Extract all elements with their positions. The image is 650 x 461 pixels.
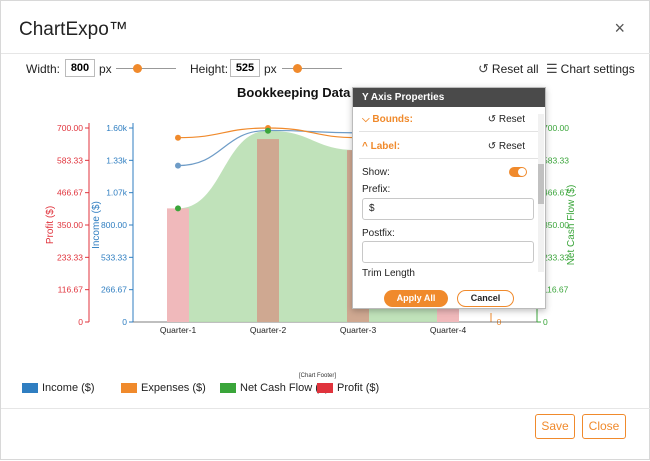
legend-label: Income ($) xyxy=(42,382,95,394)
bounds-reset-label: Reset xyxy=(498,114,525,125)
scrollbar-thumb[interactable] xyxy=(538,164,544,204)
settings-sliders-icon: ☰ xyxy=(546,61,558,76)
net_cash_flow-tick-label: 0 xyxy=(543,317,548,327)
panel-scrollbar[interactable] xyxy=(538,114,544,272)
divider xyxy=(359,158,539,159)
divider xyxy=(359,131,539,132)
label-section[interactable]: ^ Label: xyxy=(362,141,400,152)
divider xyxy=(1,408,650,409)
postfix-label: Postfix: xyxy=(362,228,395,239)
legend-item-profit[interactable]: Profit ($) xyxy=(317,382,379,394)
width-slider[interactable] xyxy=(116,68,176,69)
data-point xyxy=(175,162,181,169)
net_cash_flow-tick-label: 116.67 xyxy=(543,285,569,295)
legend-item-expenses[interactable]: Expenses ($) xyxy=(121,382,206,394)
width-slider-knob[interactable] xyxy=(133,64,142,73)
legend-swatch xyxy=(22,383,38,393)
save-button[interactable]: Save xyxy=(535,414,575,439)
prefix-input[interactable]: $ xyxy=(362,198,534,220)
label-reset-label: Reset xyxy=(498,141,525,152)
trim-length-label: Trim Length xyxy=(362,268,415,279)
legend-swatch xyxy=(317,383,333,393)
profit-tick-label: 700.00 xyxy=(57,123,83,133)
height-unit: px xyxy=(264,62,277,76)
profit-bar xyxy=(167,208,189,322)
category-label: Quarter-2 xyxy=(250,325,287,335)
income-tick-label: 800.00 xyxy=(101,220,127,230)
legend-swatch xyxy=(220,383,236,393)
profit-tick-label: 350.00 xyxy=(57,220,83,230)
height-slider-knob[interactable] xyxy=(293,64,302,73)
profit-tick-label: 583.33 xyxy=(57,155,83,165)
income-tick-label: 533.33 xyxy=(101,252,127,262)
height-input[interactable] xyxy=(230,59,260,77)
income-tick-label: 266.67 xyxy=(101,285,127,295)
legend-item-income[interactable]: Income ($) xyxy=(22,382,95,394)
net_cash_flow-tick-label: 583.33 xyxy=(543,155,569,165)
profit-tick-label: 233.33 xyxy=(57,252,83,262)
income-axis-title: Income ($) xyxy=(91,201,102,249)
net-cash-flow-point xyxy=(265,127,271,134)
net_cash_flow-axis-title: Net Cash Flow ($) xyxy=(566,185,577,266)
income-tick-label: 1.33k xyxy=(106,155,128,165)
apply-all-button[interactable]: Apply All xyxy=(384,290,448,307)
show-label: Show: xyxy=(362,167,390,178)
net_cash_flow-tick-label: 466.67 xyxy=(543,188,569,198)
height-label: Height: xyxy=(190,62,229,76)
chart-title[interactable]: Bookkeeping Data A xyxy=(237,85,363,100)
postfix-input[interactable] xyxy=(362,241,534,263)
chevron-down-icon: ⌵ xyxy=(362,114,370,125)
width-input[interactable] xyxy=(65,59,95,77)
width-label: Width: xyxy=(26,62,61,76)
height-slider[interactable] xyxy=(282,68,342,69)
legend-item-net-cash-flow[interactable]: Net Cash Flow ($) xyxy=(220,382,329,394)
close-button[interactable]: Close xyxy=(582,414,626,439)
label-reset-button[interactable]: ↺ Reset xyxy=(488,141,525,152)
income-tick-label: 0 xyxy=(122,317,127,327)
legend-label: Net Cash Flow ($) xyxy=(240,382,329,394)
profit-axis-title: Profit ($) xyxy=(45,206,56,244)
show-toggle[interactable] xyxy=(509,167,527,177)
reset-all-label: Reset all xyxy=(491,62,539,76)
y-axis-properties-panel: Y Axis Properties ⌵ Bounds: ↺ Reset ^ La… xyxy=(352,87,546,309)
reset-all-button[interactable]: ↺ Reset all xyxy=(478,61,539,77)
chart-footer-placeholder[interactable]: [Chart Footer] xyxy=(299,373,337,379)
bounds-label: Bounds: xyxy=(372,114,413,125)
reset-icon: ↺ xyxy=(487,141,499,152)
app-title: ChartExpo™ xyxy=(19,19,128,40)
income-tick-label: 1.07k xyxy=(106,188,128,198)
net-cash-flow-point xyxy=(175,205,181,212)
data-point xyxy=(175,134,181,141)
width-unit: px xyxy=(99,62,112,76)
reset-icon: ↺ xyxy=(478,61,489,76)
category-label: Quarter-1 xyxy=(160,325,197,335)
profit-tick-label: 116.67 xyxy=(58,285,84,295)
profit-tick-label: 0 xyxy=(78,317,83,327)
bounds-reset-button[interactable]: ↺ Reset xyxy=(488,114,525,125)
reset-icon: ↺ xyxy=(487,114,499,125)
legend-label: Expenses ($) xyxy=(141,382,206,394)
net_cash_flow-tick-label: 350.00 xyxy=(543,220,569,230)
close-icon[interactable]: × xyxy=(614,18,625,38)
bounds-section[interactable]: ⌵ Bounds: xyxy=(362,114,413,125)
cancel-button[interactable]: Cancel xyxy=(457,290,514,307)
divider xyxy=(1,53,650,54)
panel-title: Y Axis Properties xyxy=(353,88,545,107)
net_cash_flow-tick-label: 700.00 xyxy=(543,123,569,133)
chevron-up-icon: ^ xyxy=(362,141,368,152)
chart-settings-label: Chart settings xyxy=(560,62,635,76)
legend-swatch xyxy=(121,383,137,393)
label-label: Label: xyxy=(370,141,401,152)
profit-tick-label: 466.67 xyxy=(57,188,83,198)
chart-settings-button[interactable]: ☰ Chart settings xyxy=(546,61,635,77)
category-label: Quarter-3 xyxy=(340,325,377,335)
income-tick-label: 1.60k xyxy=(106,123,128,133)
overlap-bar xyxy=(257,139,279,322)
toolbar: Width: px Height: px ↺Reset all ☰Chart s… xyxy=(1,59,650,81)
prefix-label: Prefix: xyxy=(362,184,391,195)
net_cash_flow-tick-label: 233.33 xyxy=(543,252,569,262)
category-label: Quarter-4 xyxy=(430,325,467,335)
legend-label: Profit ($) xyxy=(337,382,380,394)
